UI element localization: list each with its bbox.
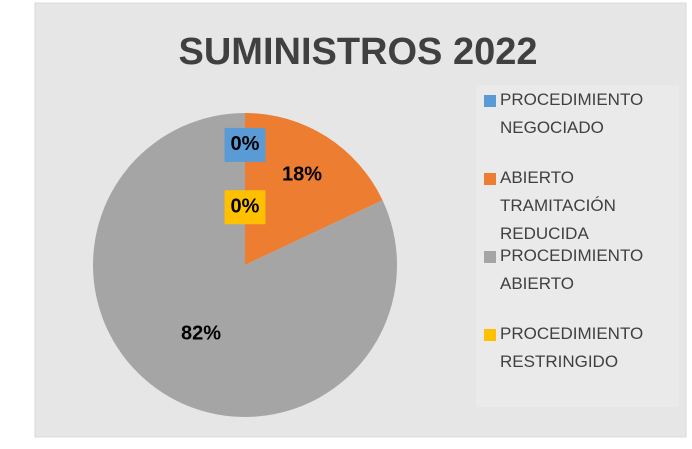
legend-label: PROCEDIMIENTO ABIERTO bbox=[500, 246, 648, 293]
legend-swatch bbox=[484, 251, 496, 263]
data-label-text: 0% bbox=[231, 133, 260, 155]
data-label-box bbox=[224, 190, 266, 225]
legend-swatch bbox=[484, 173, 496, 185]
legend-swatch bbox=[484, 329, 496, 341]
data-label: 0% bbox=[224, 190, 266, 225]
data-label-box bbox=[175, 317, 228, 352]
data-label-text: 18% bbox=[282, 163, 322, 185]
legend-label: ABIERTO TRAMITACIÓN REDUCIDA bbox=[500, 168, 621, 243]
data-label: 18% bbox=[275, 158, 329, 193]
legend-swatch bbox=[484, 95, 496, 107]
data-label-text: 0% bbox=[231, 196, 260, 218]
data-label: 82% bbox=[175, 317, 228, 352]
chart-title: SUMINISTROS 2022 bbox=[179, 31, 538, 73]
pie-slice bbox=[93, 113, 398, 417]
legend-box bbox=[476, 85, 679, 407]
legend-label: PROCEDIMIENTO NEGOCIADO bbox=[500, 90, 648, 137]
data-label-box bbox=[224, 127, 266, 162]
data-label-box bbox=[275, 158, 329, 193]
legend-label: PROCEDIMIENTO RESTRINGIDO bbox=[500, 324, 648, 371]
data-label: 0% bbox=[224, 127, 266, 162]
data-label-text: 82% bbox=[181, 323, 221, 345]
